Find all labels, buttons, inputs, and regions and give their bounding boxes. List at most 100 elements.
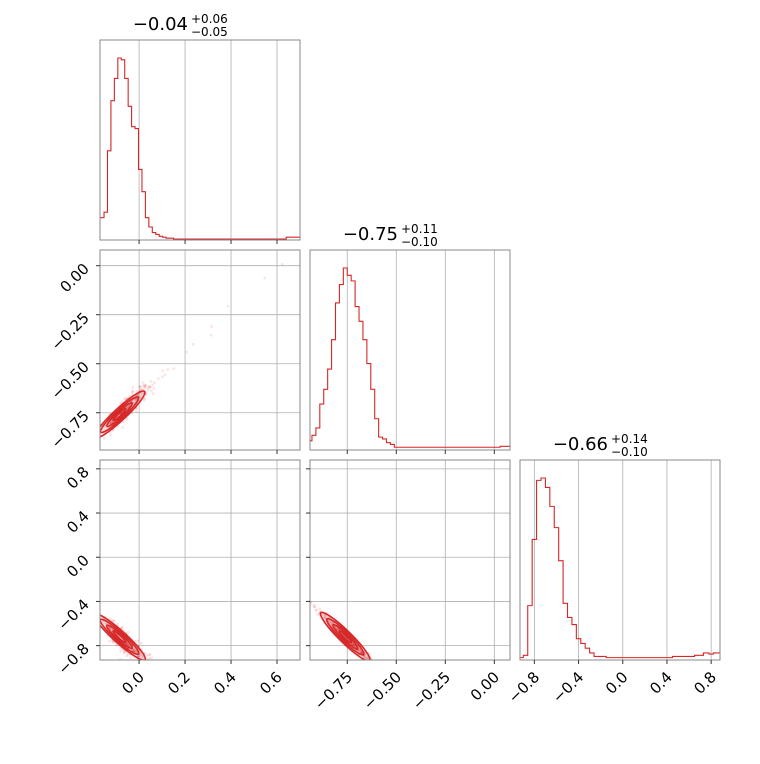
scatter-point xyxy=(351,642,354,646)
scatter-point xyxy=(143,385,147,389)
scatter-point xyxy=(123,650,127,653)
scatter-point xyxy=(400,691,403,694)
scatter-point xyxy=(359,649,363,653)
scatter-point xyxy=(152,387,156,390)
scatter-point xyxy=(330,621,333,625)
panel-title-value: −0.04 xyxy=(133,14,188,35)
scatter-point xyxy=(375,664,378,667)
scatter-point xyxy=(141,663,144,666)
scatter-point xyxy=(122,651,126,655)
scatter-point xyxy=(143,384,147,388)
scatter-point xyxy=(125,642,129,646)
scatter-point xyxy=(323,615,327,618)
scatter-point xyxy=(135,650,138,654)
scatter-point xyxy=(138,386,142,389)
scatter-point xyxy=(151,392,155,396)
histogram-line xyxy=(520,477,720,659)
hist-panel-2: −0.75 +0.11−0.10 xyxy=(309,222,511,454)
scatter-point xyxy=(151,383,155,387)
scatter-point xyxy=(131,391,135,394)
scatter-point xyxy=(135,407,139,411)
scatter-point xyxy=(137,654,141,658)
scatter-point xyxy=(209,333,213,337)
scatter-point xyxy=(166,672,169,675)
scatter-point xyxy=(112,619,116,623)
scatter-point xyxy=(148,385,152,389)
scatter-point xyxy=(140,392,144,396)
scatter-point xyxy=(322,615,326,619)
scatter-point xyxy=(143,397,146,400)
scatter-point xyxy=(369,661,372,664)
scatter-point xyxy=(148,653,152,657)
scatter-point xyxy=(133,664,136,667)
scatter-point xyxy=(365,656,369,660)
scatter-point xyxy=(141,655,145,659)
scatter-point xyxy=(136,393,140,397)
scatter-point xyxy=(336,627,339,631)
scatter-point xyxy=(372,661,375,664)
scatter-point xyxy=(372,661,375,664)
panel-title-plus: +0.06 xyxy=(191,12,228,26)
scatter-point xyxy=(379,670,382,673)
scatter-point xyxy=(131,648,135,652)
panel-frame xyxy=(519,459,721,661)
scatter-point xyxy=(323,614,327,618)
scatter-point xyxy=(133,398,136,402)
x-tick-label: −0.25 xyxy=(409,668,454,713)
scatter-point xyxy=(149,656,153,660)
scatter-point xyxy=(371,664,374,667)
y-tick-label: 0.8 xyxy=(63,463,93,493)
scatter-point xyxy=(364,656,368,660)
scatter-point xyxy=(373,661,376,664)
hist-panel-1: −0.04 +0.06−0.05 xyxy=(99,12,301,244)
scatter-point xyxy=(119,401,123,405)
scatter-point xyxy=(352,643,356,647)
scatter-point xyxy=(138,654,142,658)
scatter-point xyxy=(263,276,267,280)
panel-frame xyxy=(99,459,301,661)
scatter-point xyxy=(153,675,156,678)
scatter-point xyxy=(368,663,371,666)
x-tick-label: 0.4 xyxy=(646,668,676,698)
scatter-point xyxy=(329,620,333,624)
scatter-point xyxy=(161,369,164,373)
scatter-point xyxy=(151,674,154,677)
x-tick-label: 0.2 xyxy=(164,668,194,698)
scatter-point xyxy=(119,649,122,653)
x-tick-label: −0.8 xyxy=(505,668,543,706)
scatter-point xyxy=(373,668,376,671)
scatter-point xyxy=(109,627,113,631)
scatter-point xyxy=(376,667,379,670)
scatter-point xyxy=(102,436,106,440)
scatter-point xyxy=(154,669,157,672)
scatter-point xyxy=(314,608,318,612)
scatter-point xyxy=(163,373,167,377)
scatter-point xyxy=(110,421,113,425)
contour-group xyxy=(100,390,146,440)
scatter-point xyxy=(453,741,456,744)
scatter-point xyxy=(134,649,138,653)
scatter-point xyxy=(350,643,354,646)
panel-title-value: −0.75 xyxy=(343,224,398,245)
scatter-point xyxy=(144,662,147,665)
density-contour xyxy=(106,402,134,428)
scatter-point xyxy=(365,662,368,665)
scatter-point xyxy=(129,656,133,660)
density-contour xyxy=(338,629,353,644)
scatter-point xyxy=(187,698,190,701)
scatter-point xyxy=(125,654,129,658)
scatter-point xyxy=(134,409,138,413)
scatter-point xyxy=(372,664,375,667)
scatter-point xyxy=(380,668,383,671)
scatter-point xyxy=(132,649,136,653)
x-tick-label: −0.4 xyxy=(549,668,587,706)
scatter-point xyxy=(141,384,145,388)
scatter-point xyxy=(376,667,379,670)
scatter-point xyxy=(140,641,143,645)
scatter-point xyxy=(141,656,145,660)
scatter-point xyxy=(357,648,361,652)
scatter-point xyxy=(138,385,142,389)
panel-frame xyxy=(99,249,301,451)
scatter-point xyxy=(121,420,125,424)
